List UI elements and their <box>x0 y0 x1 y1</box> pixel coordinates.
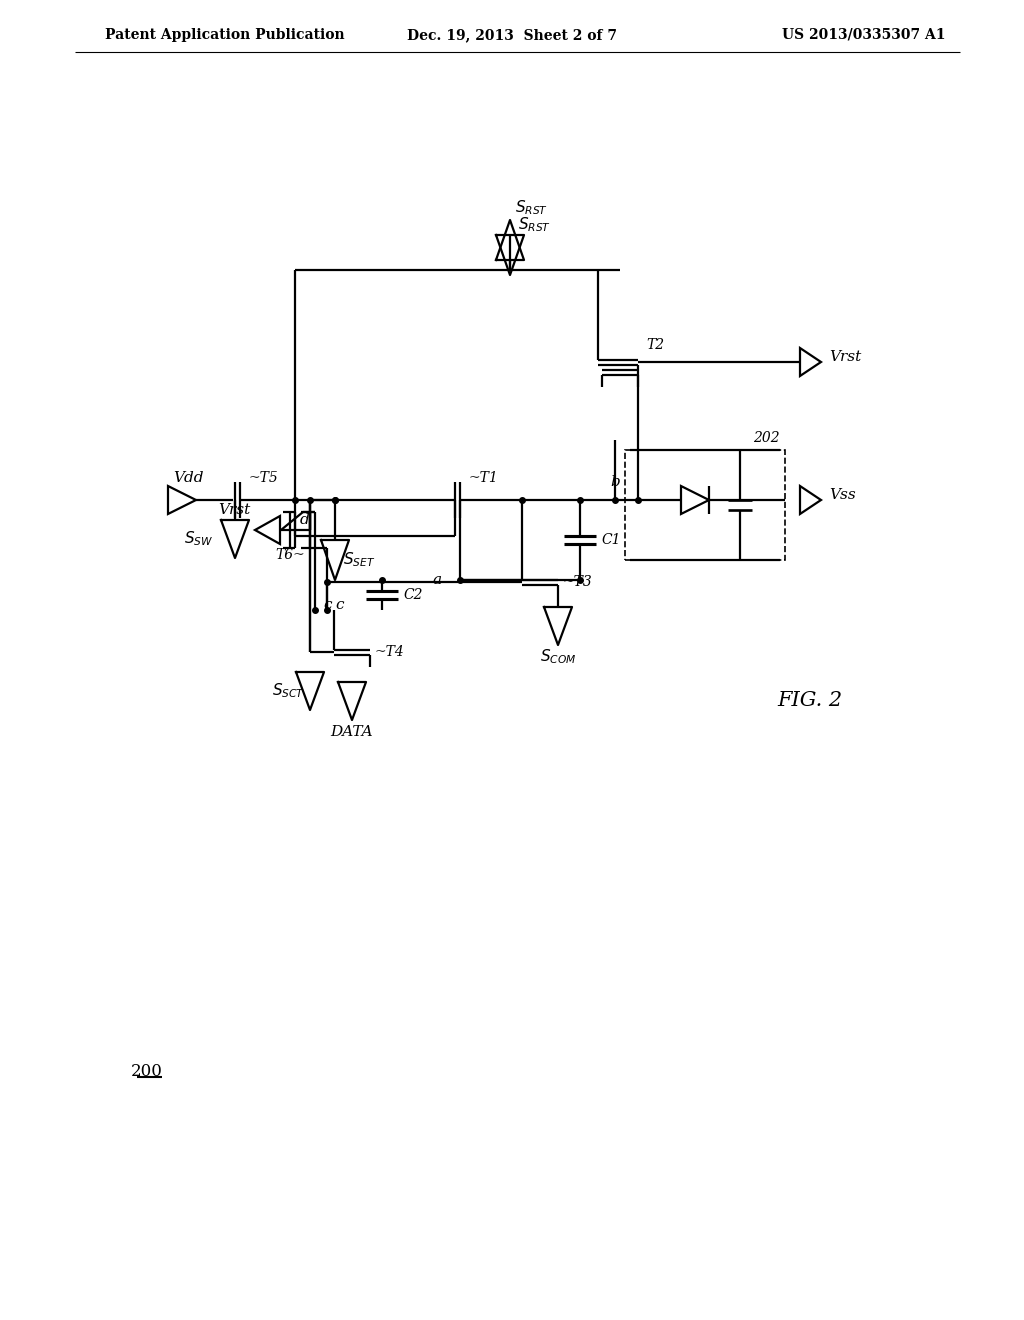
Text: c: c <box>335 598 343 612</box>
Text: 202: 202 <box>754 432 780 445</box>
Text: Vdd: Vdd <box>173 471 204 484</box>
Text: ~T5: ~T5 <box>249 471 279 484</box>
Text: $S_{RST}$: $S_{RST}$ <box>515 198 548 218</box>
Text: ~T4: ~T4 <box>375 645 404 659</box>
Text: C2: C2 <box>403 587 423 602</box>
Bar <box>625 450 785 560</box>
Text: ~T1: ~T1 <box>469 471 499 484</box>
Text: Vss: Vss <box>829 488 856 502</box>
Text: Vrst: Vrst <box>829 350 861 364</box>
Text: T6~: T6~ <box>275 548 305 562</box>
Text: $S_{COM}$: $S_{COM}$ <box>540 648 577 667</box>
Text: $S_{RST}$: $S_{RST}$ <box>518 215 551 235</box>
Text: US 2013/0335307 A1: US 2013/0335307 A1 <box>781 28 945 42</box>
Text: b: b <box>610 475 620 488</box>
Text: T2: T2 <box>646 338 665 352</box>
Text: $S_{SW}$: $S_{SW}$ <box>183 529 213 548</box>
Text: FIG. 2: FIG. 2 <box>777 690 843 710</box>
Text: Dec. 19, 2013  Sheet 2 of 7: Dec. 19, 2013 Sheet 2 of 7 <box>407 28 617 42</box>
Text: c: c <box>323 598 332 612</box>
Text: Patent Application Publication: Patent Application Publication <box>105 28 345 42</box>
Text: 200: 200 <box>131 1064 163 1081</box>
Text: d: d <box>300 513 309 527</box>
Text: a: a <box>433 573 442 587</box>
Text: $S_{SCT}$: $S_{SCT}$ <box>272 681 305 701</box>
Text: $S_{SET}$: $S_{SET}$ <box>343 550 376 569</box>
Text: Vrst: Vrst <box>218 503 250 517</box>
Text: C1: C1 <box>601 533 621 546</box>
Text: DATA: DATA <box>331 725 374 739</box>
Text: ~T3: ~T3 <box>563 576 593 589</box>
